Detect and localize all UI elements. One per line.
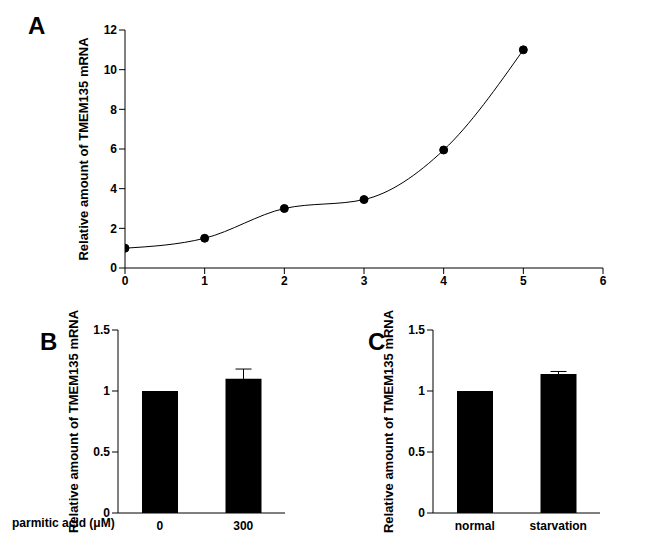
svg-text:6: 6	[600, 274, 607, 288]
svg-text:4: 4	[440, 274, 447, 288]
svg-text:starvation: starvation	[530, 519, 587, 533]
svg-text:normal: normal	[455, 519, 495, 533]
svg-text:2: 2	[110, 222, 117, 236]
svg-text:parmitic acid (μM): parmitic acid (μM)	[12, 516, 115, 530]
svg-text:4: 4	[110, 182, 117, 196]
svg-text:5: 5	[520, 274, 527, 288]
svg-text:6: 6	[110, 142, 117, 156]
svg-text:300: 300	[233, 519, 253, 533]
svg-text:0: 0	[418, 506, 425, 520]
svg-text:0: 0	[156, 519, 163, 533]
svg-text:3: 3	[361, 274, 368, 288]
svg-text:0.5: 0.5	[93, 445, 110, 459]
svg-text:1.5: 1.5	[408, 323, 425, 337]
svg-text:8: 8	[110, 103, 117, 117]
svg-text:10: 10	[104, 63, 118, 77]
svg-text:0: 0	[103, 506, 110, 520]
svg-text:1: 1	[418, 384, 425, 398]
svg-text:2: 2	[281, 274, 288, 288]
svg-text:Relative amount of TMEM135 mRN: Relative amount of TMEM135 mRNA	[76, 37, 91, 261]
svg-text:1.5: 1.5	[93, 323, 110, 337]
svg-text:1: 1	[103, 384, 110, 398]
svg-text:Relative amount of TMEM135 mRN: Relative amount of TMEM135 mRNA	[66, 309, 81, 533]
svg-text:0: 0	[110, 261, 117, 275]
svg-text:12: 12	[104, 23, 118, 37]
svg-text:0.5: 0.5	[408, 445, 425, 459]
svg-text:0: 0	[122, 274, 129, 288]
svg-text:1: 1	[201, 274, 208, 288]
